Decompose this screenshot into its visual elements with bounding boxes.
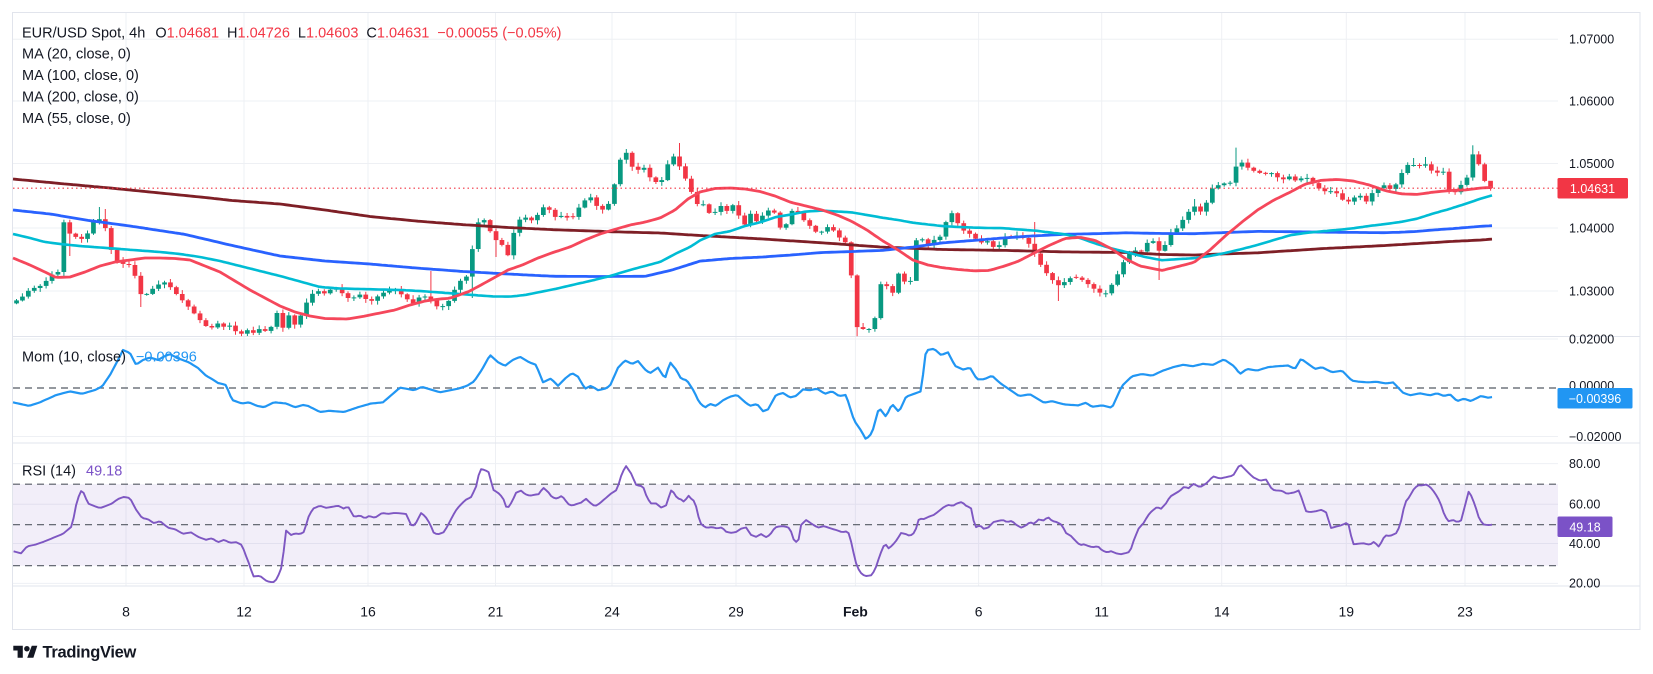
- svg-text:1.03000: 1.03000: [1569, 284, 1614, 298]
- svg-text:16: 16: [360, 604, 376, 620]
- svg-text:1.05000: 1.05000: [1569, 157, 1614, 171]
- svg-text:MA (100, close, 0): MA (100, close, 0): [22, 68, 139, 84]
- svg-text:40.00: 40.00: [1569, 537, 1600, 551]
- svg-text:1.04000: 1.04000: [1569, 221, 1614, 235]
- svg-text:19: 19: [1339, 604, 1355, 620]
- svg-text:20.00: 20.00: [1569, 577, 1600, 591]
- svg-text:Mom (10, close)−0.00396: Mom (10, close) −0.00396: [22, 350, 197, 366]
- svg-text:29: 29: [728, 604, 744, 620]
- svg-text:0.02000: 0.02000: [1569, 332, 1614, 346]
- svg-text:−0.02000: −0.02000: [1569, 430, 1622, 444]
- svg-text:11: 11: [1094, 604, 1109, 620]
- svg-text:80.00: 80.00: [1569, 457, 1600, 471]
- svg-text:6: 6: [975, 604, 983, 620]
- svg-text:14: 14: [1214, 604, 1230, 620]
- svg-text:1.06000: 1.06000: [1569, 94, 1614, 108]
- svg-text:−0.00396: −0.00396: [1569, 392, 1622, 406]
- svg-text:TradingView: TradingView: [43, 644, 137, 662]
- svg-text:23: 23: [1457, 604, 1473, 620]
- svg-text:Feb: Feb: [843, 604, 868, 620]
- svg-text:60.00: 60.00: [1569, 498, 1600, 512]
- svg-text:MA (200, close, 0): MA (200, close, 0): [22, 90, 139, 106]
- svg-text:MA (20, close, 0): MA (20, close, 0): [22, 47, 131, 63]
- svg-text:1.07000: 1.07000: [1569, 33, 1614, 47]
- svg-text:21: 21: [488, 604, 504, 620]
- svg-text:RSI (14)49.18: RSI (14) 49.18: [22, 464, 122, 480]
- svg-text:8: 8: [122, 604, 130, 620]
- svg-text:24: 24: [604, 604, 620, 620]
- svg-text:12: 12: [236, 604, 252, 620]
- svg-text:49.18: 49.18: [1569, 520, 1600, 534]
- svg-text:MA (55, close, 0): MA (55, close, 0): [22, 111, 131, 127]
- svg-text:1.04631: 1.04631: [1570, 182, 1615, 196]
